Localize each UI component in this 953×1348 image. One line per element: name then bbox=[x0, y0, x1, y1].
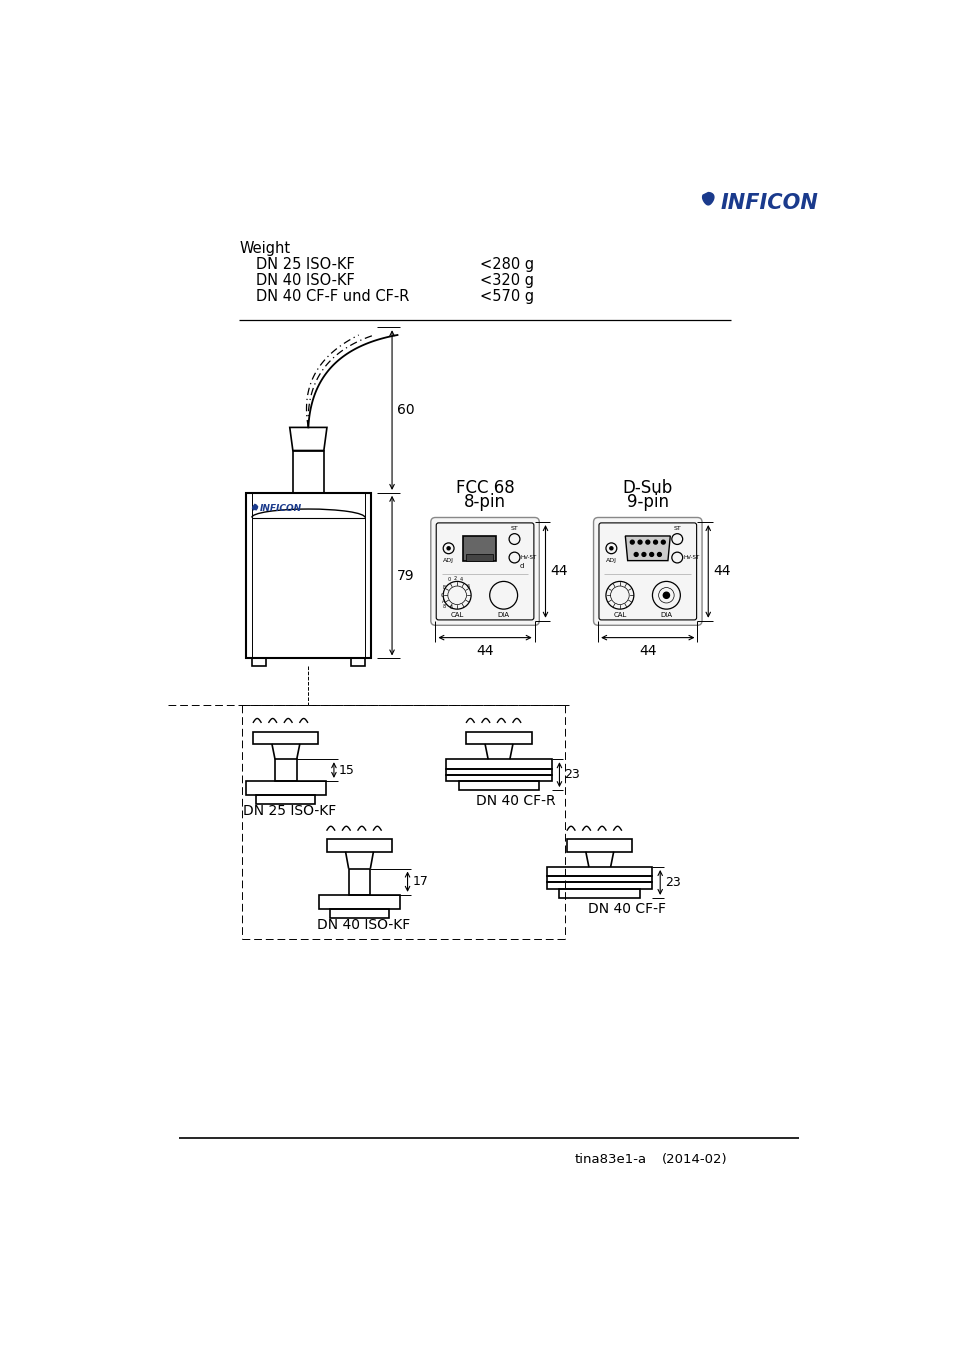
Text: DN 25 ISO-KF: DN 25 ISO-KF bbox=[243, 803, 336, 818]
Text: 44: 44 bbox=[712, 565, 730, 578]
Text: Weight: Weight bbox=[239, 241, 291, 256]
Text: <570 g: <570 g bbox=[479, 288, 533, 305]
Bar bbox=[253, 732, 318, 744]
Text: 44: 44 bbox=[550, 565, 567, 578]
Text: tina83e1-a: tina83e1-a bbox=[575, 1153, 646, 1166]
Bar bbox=[319, 895, 399, 909]
Text: HV-ST: HV-ST bbox=[520, 555, 537, 559]
FancyBboxPatch shape bbox=[593, 518, 701, 625]
Text: C: C bbox=[440, 593, 444, 597]
Text: CAL: CAL bbox=[613, 612, 626, 617]
Text: 79: 79 bbox=[396, 569, 414, 582]
Bar bbox=[274, 759, 296, 780]
Circle shape bbox=[609, 547, 612, 550]
Text: (2014-02): (2014-02) bbox=[661, 1153, 726, 1166]
Text: <320 g: <320 g bbox=[479, 272, 533, 288]
Circle shape bbox=[641, 553, 645, 557]
Text: DN 40 ISO-KF: DN 40 ISO-KF bbox=[316, 918, 410, 931]
Bar bbox=[293, 450, 323, 493]
Bar bbox=[567, 840, 632, 852]
Text: ADJ: ADJ bbox=[605, 558, 617, 562]
Circle shape bbox=[634, 553, 638, 557]
Bar bbox=[245, 780, 326, 795]
Text: DN 25 ISO-KF: DN 25 ISO-KF bbox=[256, 256, 355, 272]
Text: DN 40 CF-F: DN 40 CF-F bbox=[587, 902, 665, 917]
Circle shape bbox=[645, 541, 649, 545]
Circle shape bbox=[657, 553, 660, 557]
Polygon shape bbox=[624, 537, 670, 561]
Bar bbox=[252, 658, 266, 666]
Text: 9-pin: 9-pin bbox=[626, 493, 668, 511]
Text: 23: 23 bbox=[664, 876, 679, 888]
Bar bbox=[446, 759, 551, 768]
Text: DN 40 CF-F und CF-R: DN 40 CF-F und CF-R bbox=[256, 288, 410, 305]
Text: <280 g: <280 g bbox=[479, 256, 533, 272]
Bar bbox=[245, 493, 371, 658]
Bar bbox=[330, 909, 389, 918]
Text: 44: 44 bbox=[639, 644, 656, 658]
Text: 44: 44 bbox=[476, 644, 494, 658]
Bar bbox=[466, 554, 493, 561]
Text: E: E bbox=[442, 585, 445, 590]
Text: FCC 68: FCC 68 bbox=[456, 479, 514, 497]
Bar bbox=[348, 868, 370, 895]
Text: CAL: CAL bbox=[450, 612, 463, 617]
Text: 8-pin: 8-pin bbox=[463, 493, 505, 511]
Bar bbox=[446, 775, 551, 780]
Text: 60: 60 bbox=[396, 403, 414, 417]
Circle shape bbox=[630, 541, 634, 545]
Text: 0: 0 bbox=[447, 577, 451, 582]
Text: ST: ST bbox=[673, 526, 680, 531]
Bar bbox=[446, 768, 551, 775]
Bar bbox=[546, 883, 652, 888]
Text: ADJ: ADJ bbox=[442, 558, 454, 562]
Bar bbox=[256, 795, 315, 803]
Text: DIA: DIA bbox=[659, 612, 672, 617]
Bar bbox=[546, 867, 652, 876]
Text: A: A bbox=[442, 599, 445, 604]
Bar bbox=[558, 888, 639, 898]
Text: 2: 2 bbox=[454, 576, 456, 581]
Circle shape bbox=[447, 547, 450, 550]
Text: 4: 4 bbox=[459, 577, 462, 582]
Polygon shape bbox=[253, 504, 257, 510]
Bar bbox=[463, 537, 496, 561]
Text: D-Sub: D-Sub bbox=[622, 479, 672, 497]
Text: 23: 23 bbox=[563, 768, 579, 782]
Bar bbox=[458, 780, 538, 790]
Text: ST: ST bbox=[510, 526, 517, 531]
Circle shape bbox=[653, 541, 657, 545]
FancyBboxPatch shape bbox=[431, 518, 538, 625]
Text: DN 40 ISO-KF: DN 40 ISO-KF bbox=[256, 272, 355, 288]
Text: DIA: DIA bbox=[497, 612, 509, 617]
Text: 6: 6 bbox=[466, 584, 469, 589]
Circle shape bbox=[638, 541, 641, 545]
Text: INFICON: INFICON bbox=[259, 504, 301, 512]
Bar bbox=[466, 732, 531, 744]
Text: 17: 17 bbox=[412, 875, 428, 888]
Text: 15: 15 bbox=[338, 763, 355, 776]
Circle shape bbox=[660, 541, 664, 545]
Text: INFICON: INFICON bbox=[720, 193, 818, 213]
Bar bbox=[327, 840, 392, 852]
Polygon shape bbox=[701, 193, 713, 205]
Text: 6: 6 bbox=[449, 605, 452, 611]
Circle shape bbox=[662, 592, 669, 599]
Text: HV-ST: HV-ST bbox=[682, 555, 699, 559]
Text: DN 40 CF-R: DN 40 CF-R bbox=[476, 794, 555, 809]
Text: 8: 8 bbox=[442, 604, 445, 609]
Circle shape bbox=[649, 553, 653, 557]
Text: d: d bbox=[519, 563, 524, 569]
Bar bbox=[351, 658, 365, 666]
Bar bbox=[546, 876, 652, 883]
